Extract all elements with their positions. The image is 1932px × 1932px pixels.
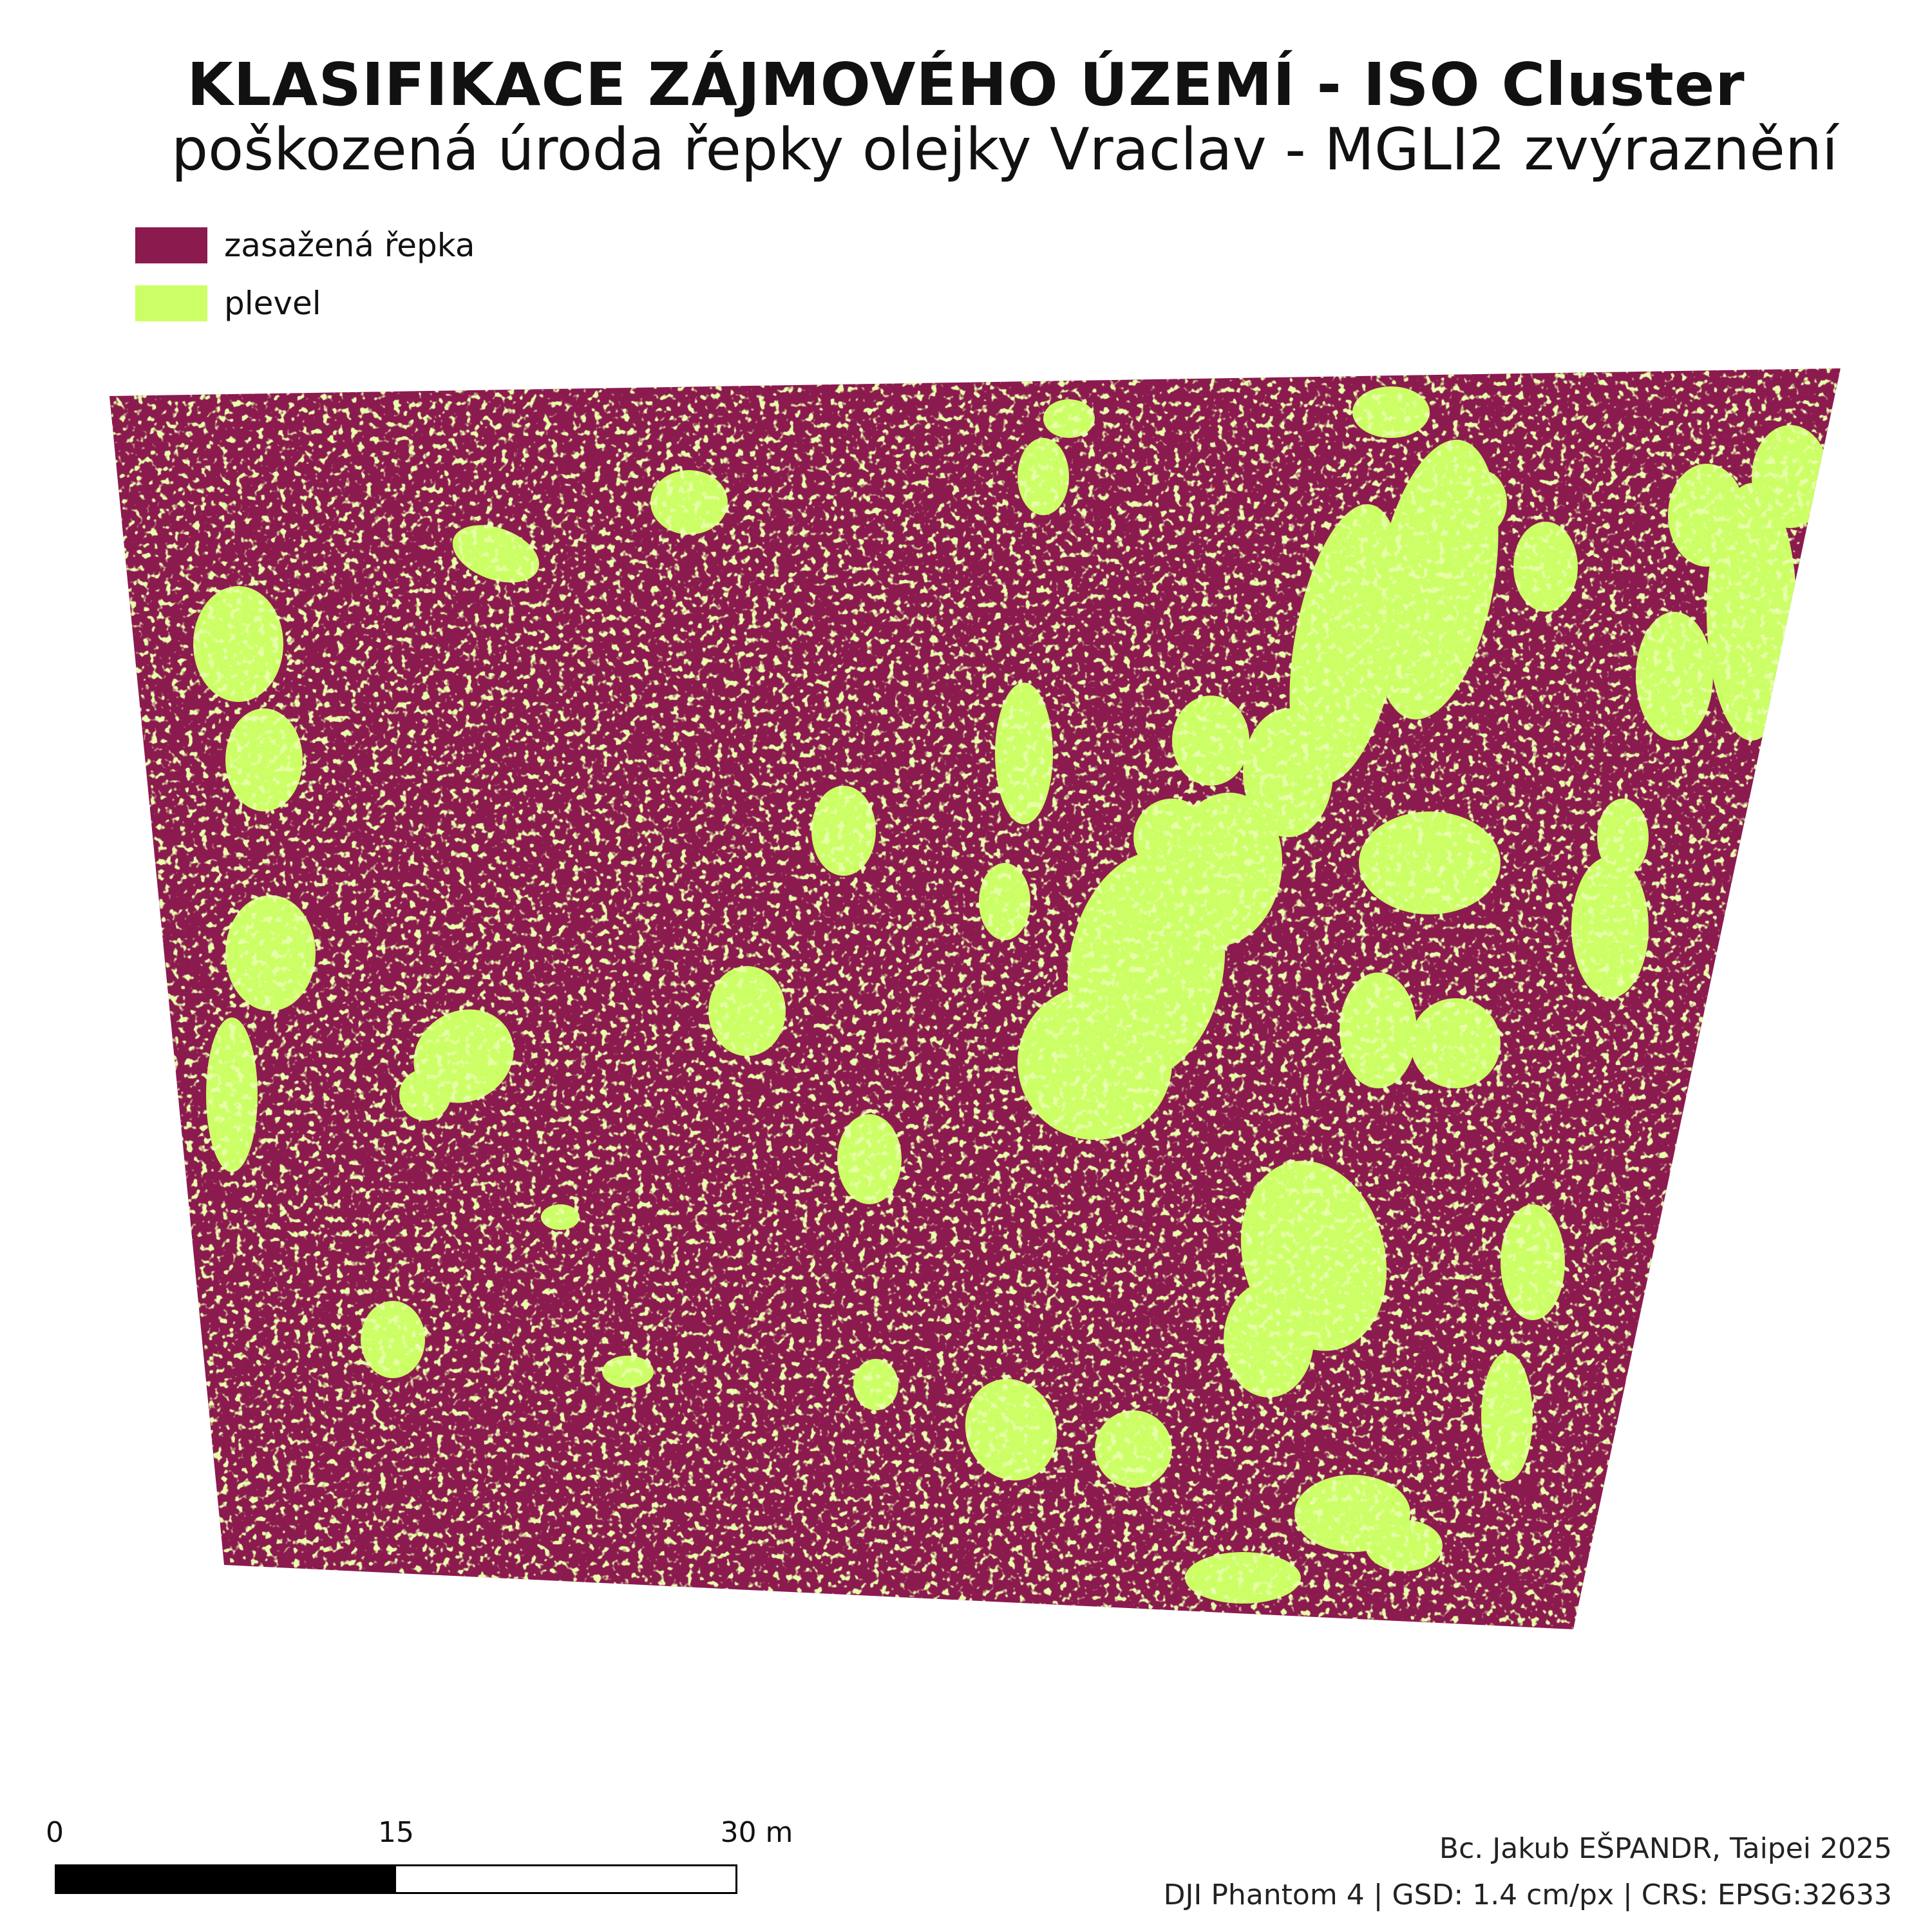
- weed-speckle-texture: [109, 368, 1841, 1629]
- author-credit: Bc. Jakub EŠPANDR, Taipei 2025: [1439, 1832, 1892, 1865]
- map-title: KLASIFIKACE ZÁJMOVÉHO ÚZEMÍ - ISO Cluste…: [187, 50, 1745, 119]
- scale-segment-black: [57, 1866, 396, 1892]
- scale-tick-0: 0: [46, 1816, 64, 1849]
- legend-label-weed: plevel: [224, 285, 321, 322]
- scale-segment-white: [396, 1866, 735, 1892]
- scale-bar: 0 15 30 m: [46, 1816, 793, 1913]
- scale-tick-30: 30 m: [720, 1816, 793, 1849]
- legend-item-damaged-rapeseed: zasažená řepka: [135, 225, 475, 265]
- legend-swatch-damaged-rapeseed: [135, 227, 207, 263]
- map-subtitle: poškozená úroda řepky olejky Vraclav - M…: [171, 116, 1838, 184]
- legend-swatch-weed: [135, 285, 207, 321]
- legend-label-damaged-rapeseed: zasažená řepka: [224, 227, 475, 264]
- scale-tick-15: 15: [378, 1816, 414, 1849]
- legend-item-weed: plevel: [135, 283, 475, 323]
- metadata-credit: DJI Phantom 4 | GSD: 1.4 cm/px | CRS: EP…: [1163, 1879, 1892, 1911]
- credits: Bc. Jakub EŠPANDR, Taipei 2025 DJI Phant…: [1164, 1826, 1892, 1918]
- legend: zasažená řepka plevel: [135, 225, 475, 341]
- scale-bar-graphic: [55, 1864, 737, 1894]
